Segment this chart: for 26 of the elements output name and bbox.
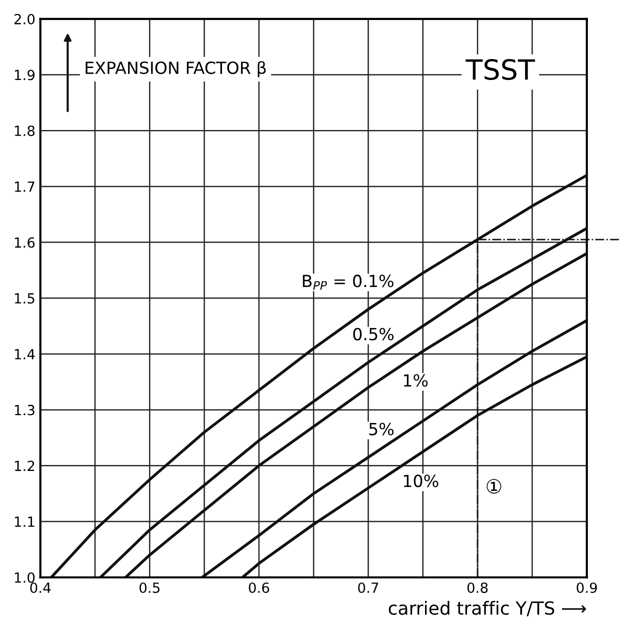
series-label: 1%	[404, 374, 428, 387]
text: TSST	[466, 59, 536, 80]
y-tick-label: 2.0	[14, 14, 35, 24]
y-tick-label: 1.2	[14, 460, 34, 471]
y-tick-label: 1.6	[14, 237, 35, 248]
y-tick-label: 1.4	[14, 349, 35, 360]
y-axis-title: EXPANSION FACTOR β	[86, 61, 266, 78]
y-tick-label: 1.1	[14, 516, 34, 527]
series-label: 5%	[369, 422, 394, 436]
series-label: B$_{PP}$ = 0.1%	[302, 274, 394, 290]
series-label: 10%	[404, 474, 438, 488]
y-tick-label: 1.0	[14, 572, 35, 583]
x-tick-label: 0.6	[248, 582, 270, 593]
y-tick-label: 1.7	[14, 182, 34, 192]
y-tick-label: 1.8	[14, 126, 35, 136]
x-tick-label: 0.4	[30, 582, 51, 593]
x-tick-label: 0.7	[358, 582, 378, 593]
x-tick-label: 0.5	[140, 582, 160, 593]
series-label: 0.5%	[353, 328, 394, 340]
x-tick-label: 0.8	[467, 582, 488, 593]
annotation: ①	[486, 479, 502, 494]
x-axis-title: carried traffic Y/TS ⟶	[388, 600, 586, 616]
y-tick-label: 1.9	[14, 70, 35, 80]
y-tick-label: 1.5	[14, 293, 34, 304]
x-tick-label: 0.9	[576, 582, 597, 593]
y-tick-label: 1.3	[14, 404, 34, 416]
